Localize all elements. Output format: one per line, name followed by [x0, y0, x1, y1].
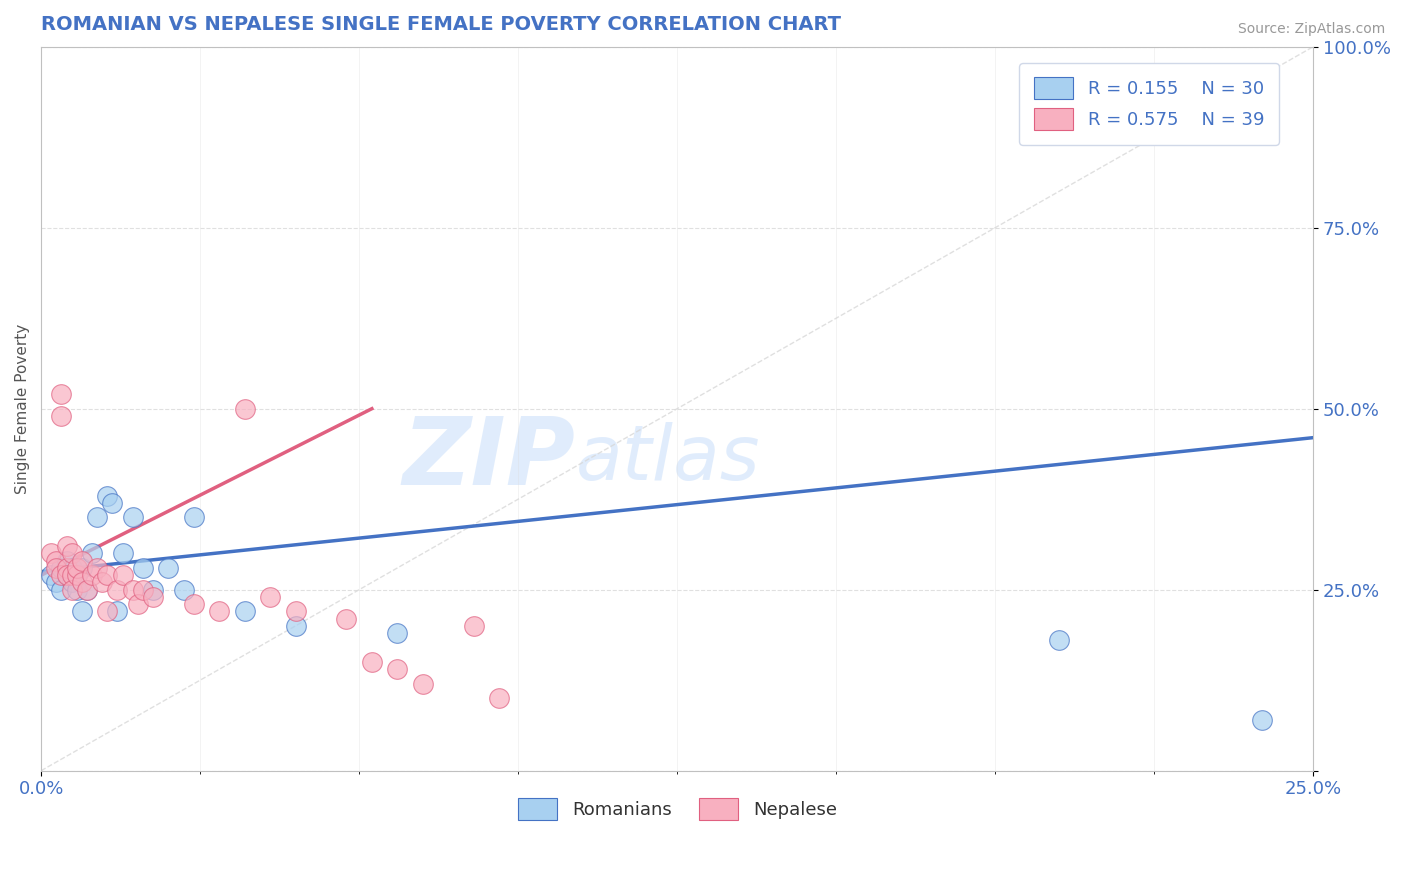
- Point: [76, 582, 98, 597]
- Point: [80, 568, 103, 582]
- Point: [51, 568, 73, 582]
- Point: [60, 575, 83, 590]
- Point: [96, 604, 118, 618]
- Text: ZIP: ZIP: [402, 413, 575, 506]
- Point: [1047, 633, 1070, 648]
- Point: [360, 655, 382, 669]
- Point: [39, 546, 62, 560]
- Text: ROMANIAN VS NEPALESE SINGLE FEMALE POVERTY CORRELATION CHART: ROMANIAN VS NEPALESE SINGLE FEMALE POVER…: [41, 15, 841, 34]
- Point: [45, 575, 67, 590]
- Point: [412, 677, 434, 691]
- Point: [208, 604, 231, 618]
- Point: [60, 561, 83, 575]
- Point: [66, 568, 89, 582]
- Point: [86, 561, 108, 575]
- Point: [55, 568, 77, 582]
- Point: [101, 496, 124, 510]
- Point: [70, 604, 93, 618]
- Legend: Romanians, Nepalese: Romanians, Nepalese: [510, 790, 844, 827]
- Point: [107, 582, 129, 597]
- Point: [173, 582, 195, 597]
- Point: [463, 619, 485, 633]
- Point: [335, 612, 357, 626]
- Point: [66, 561, 89, 575]
- Y-axis label: Single Female Poverty: Single Female Poverty: [15, 324, 30, 494]
- Point: [111, 546, 134, 560]
- Point: [111, 568, 134, 582]
- Point: [51, 409, 73, 423]
- Point: [91, 575, 114, 590]
- Point: [70, 561, 93, 575]
- Point: [96, 489, 118, 503]
- Point: [121, 582, 143, 597]
- Point: [142, 590, 165, 604]
- Point: [284, 604, 307, 618]
- Point: [86, 510, 108, 524]
- Point: [488, 691, 510, 706]
- Point: [76, 582, 98, 597]
- Point: [66, 582, 89, 597]
- Point: [60, 546, 83, 560]
- Point: [142, 582, 165, 597]
- Point: [55, 561, 77, 575]
- Point: [60, 582, 83, 597]
- Point: [45, 561, 67, 575]
- Point: [55, 554, 77, 568]
- Point: [233, 604, 256, 618]
- Point: [284, 619, 307, 633]
- Point: [70, 554, 93, 568]
- Point: [121, 510, 143, 524]
- Point: [51, 582, 73, 597]
- Point: [1251, 713, 1274, 727]
- Text: Source: ZipAtlas.com: Source: ZipAtlas.com: [1237, 22, 1385, 37]
- Point: [96, 568, 118, 582]
- Point: [132, 561, 155, 575]
- Point: [387, 626, 409, 640]
- Point: [39, 568, 62, 582]
- Point: [259, 590, 281, 604]
- Point: [60, 568, 83, 582]
- Point: [51, 387, 73, 401]
- Point: [233, 401, 256, 416]
- Point: [51, 561, 73, 575]
- Point: [45, 554, 67, 568]
- Point: [132, 582, 155, 597]
- Point: [127, 597, 149, 611]
- Point: [55, 539, 77, 553]
- Point: [157, 561, 180, 575]
- Point: [66, 568, 89, 582]
- Point: [70, 575, 93, 590]
- Point: [387, 662, 409, 676]
- Text: atlas: atlas: [575, 422, 759, 496]
- Point: [80, 546, 103, 560]
- Point: [183, 510, 205, 524]
- Point: [55, 568, 77, 582]
- Point: [107, 604, 129, 618]
- Point: [183, 597, 205, 611]
